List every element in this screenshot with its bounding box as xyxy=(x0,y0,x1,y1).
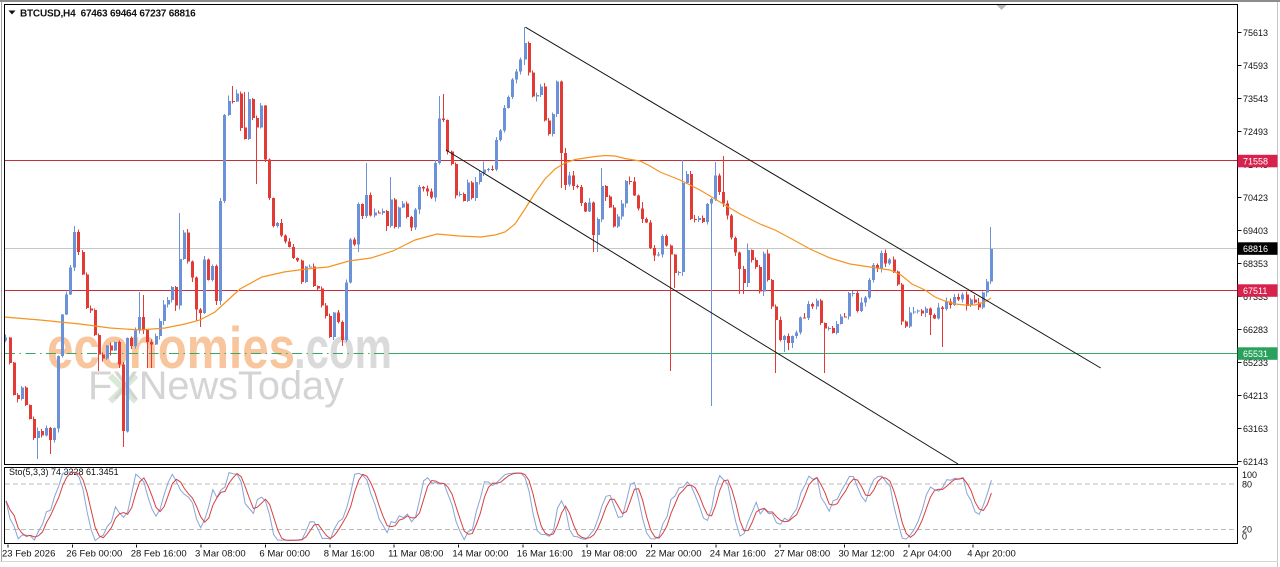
svg-text:20: 20 xyxy=(1242,524,1252,534)
svg-text:67511: 67511 xyxy=(1243,286,1267,296)
svg-text:62143: 62143 xyxy=(1243,457,1268,467)
svg-text:2 Apr 04:00: 2 Apr 04:00 xyxy=(903,549,952,560)
svg-text:3 Mar 08:00: 3 Mar 08:00 xyxy=(195,549,246,560)
svg-text:75613: 75613 xyxy=(1243,28,1268,38)
svg-text:27 Mar 08:00: 27 Mar 08:00 xyxy=(774,549,830,560)
svg-text:24 Mar 16:00: 24 Mar 16:00 xyxy=(710,549,766,560)
svg-text:23 Feb 2026: 23 Feb 2026 xyxy=(2,549,55,560)
svg-text:8 Mar 16:00: 8 Mar 16:00 xyxy=(324,549,375,560)
svg-text:80: 80 xyxy=(1242,480,1252,490)
svg-text:68816: 68816 xyxy=(1243,244,1268,254)
svg-text:65531: 65531 xyxy=(1243,349,1268,359)
svg-text:69403: 69403 xyxy=(1243,226,1268,236)
svg-text:63163: 63163 xyxy=(1243,424,1268,434)
svg-text:FXNewsToday: FXNewsToday xyxy=(88,364,344,408)
svg-text:6 Mar 00:00: 6 Mar 00:00 xyxy=(259,549,310,560)
svg-text:70423: 70423 xyxy=(1243,193,1268,203)
svg-text:71558: 71558 xyxy=(1243,156,1268,166)
svg-text:16 Mar 16:00: 16 Mar 16:00 xyxy=(517,549,573,560)
svg-text:11 Mar 08:00: 11 Mar 08:00 xyxy=(388,549,443,560)
svg-text:26 Feb 00:00: 26 Feb 00:00 xyxy=(66,549,122,560)
svg-text:65233: 65233 xyxy=(1243,358,1268,368)
svg-text:68353: 68353 xyxy=(1243,259,1268,269)
svg-text:64213: 64213 xyxy=(1243,391,1268,401)
svg-text:0: 0 xyxy=(1242,531,1247,541)
svg-text:14 Mar 00:00: 14 Mar 00:00 xyxy=(452,549,508,560)
svg-text:Sto(5,3,3) 74.3328 61.3451: Sto(5,3,3) 74.3328 61.3451 xyxy=(9,467,119,477)
svg-text:100: 100 xyxy=(1242,470,1257,480)
svg-text:74593: 74593 xyxy=(1243,61,1268,71)
svg-text:4 Apr 20:00: 4 Apr 20:00 xyxy=(967,549,1016,560)
svg-text:73543: 73543 xyxy=(1243,94,1268,104)
svg-text:72493: 72493 xyxy=(1243,127,1268,137)
svg-text:30 Mar 12:00: 30 Mar 12:00 xyxy=(839,549,895,560)
svg-text:66283: 66283 xyxy=(1243,325,1268,335)
svg-text:19 Mar 08:00: 19 Mar 08:00 xyxy=(581,549,637,560)
svg-text:BTCUSD,H4 67463 69464 67237 6: BTCUSD,H4 67463 69464 67237 68816 xyxy=(20,9,196,20)
svg-text:28 Feb 16:00: 28 Feb 16:00 xyxy=(131,549,187,560)
svg-text:22 Mar 00:00: 22 Mar 00:00 xyxy=(646,549,702,560)
